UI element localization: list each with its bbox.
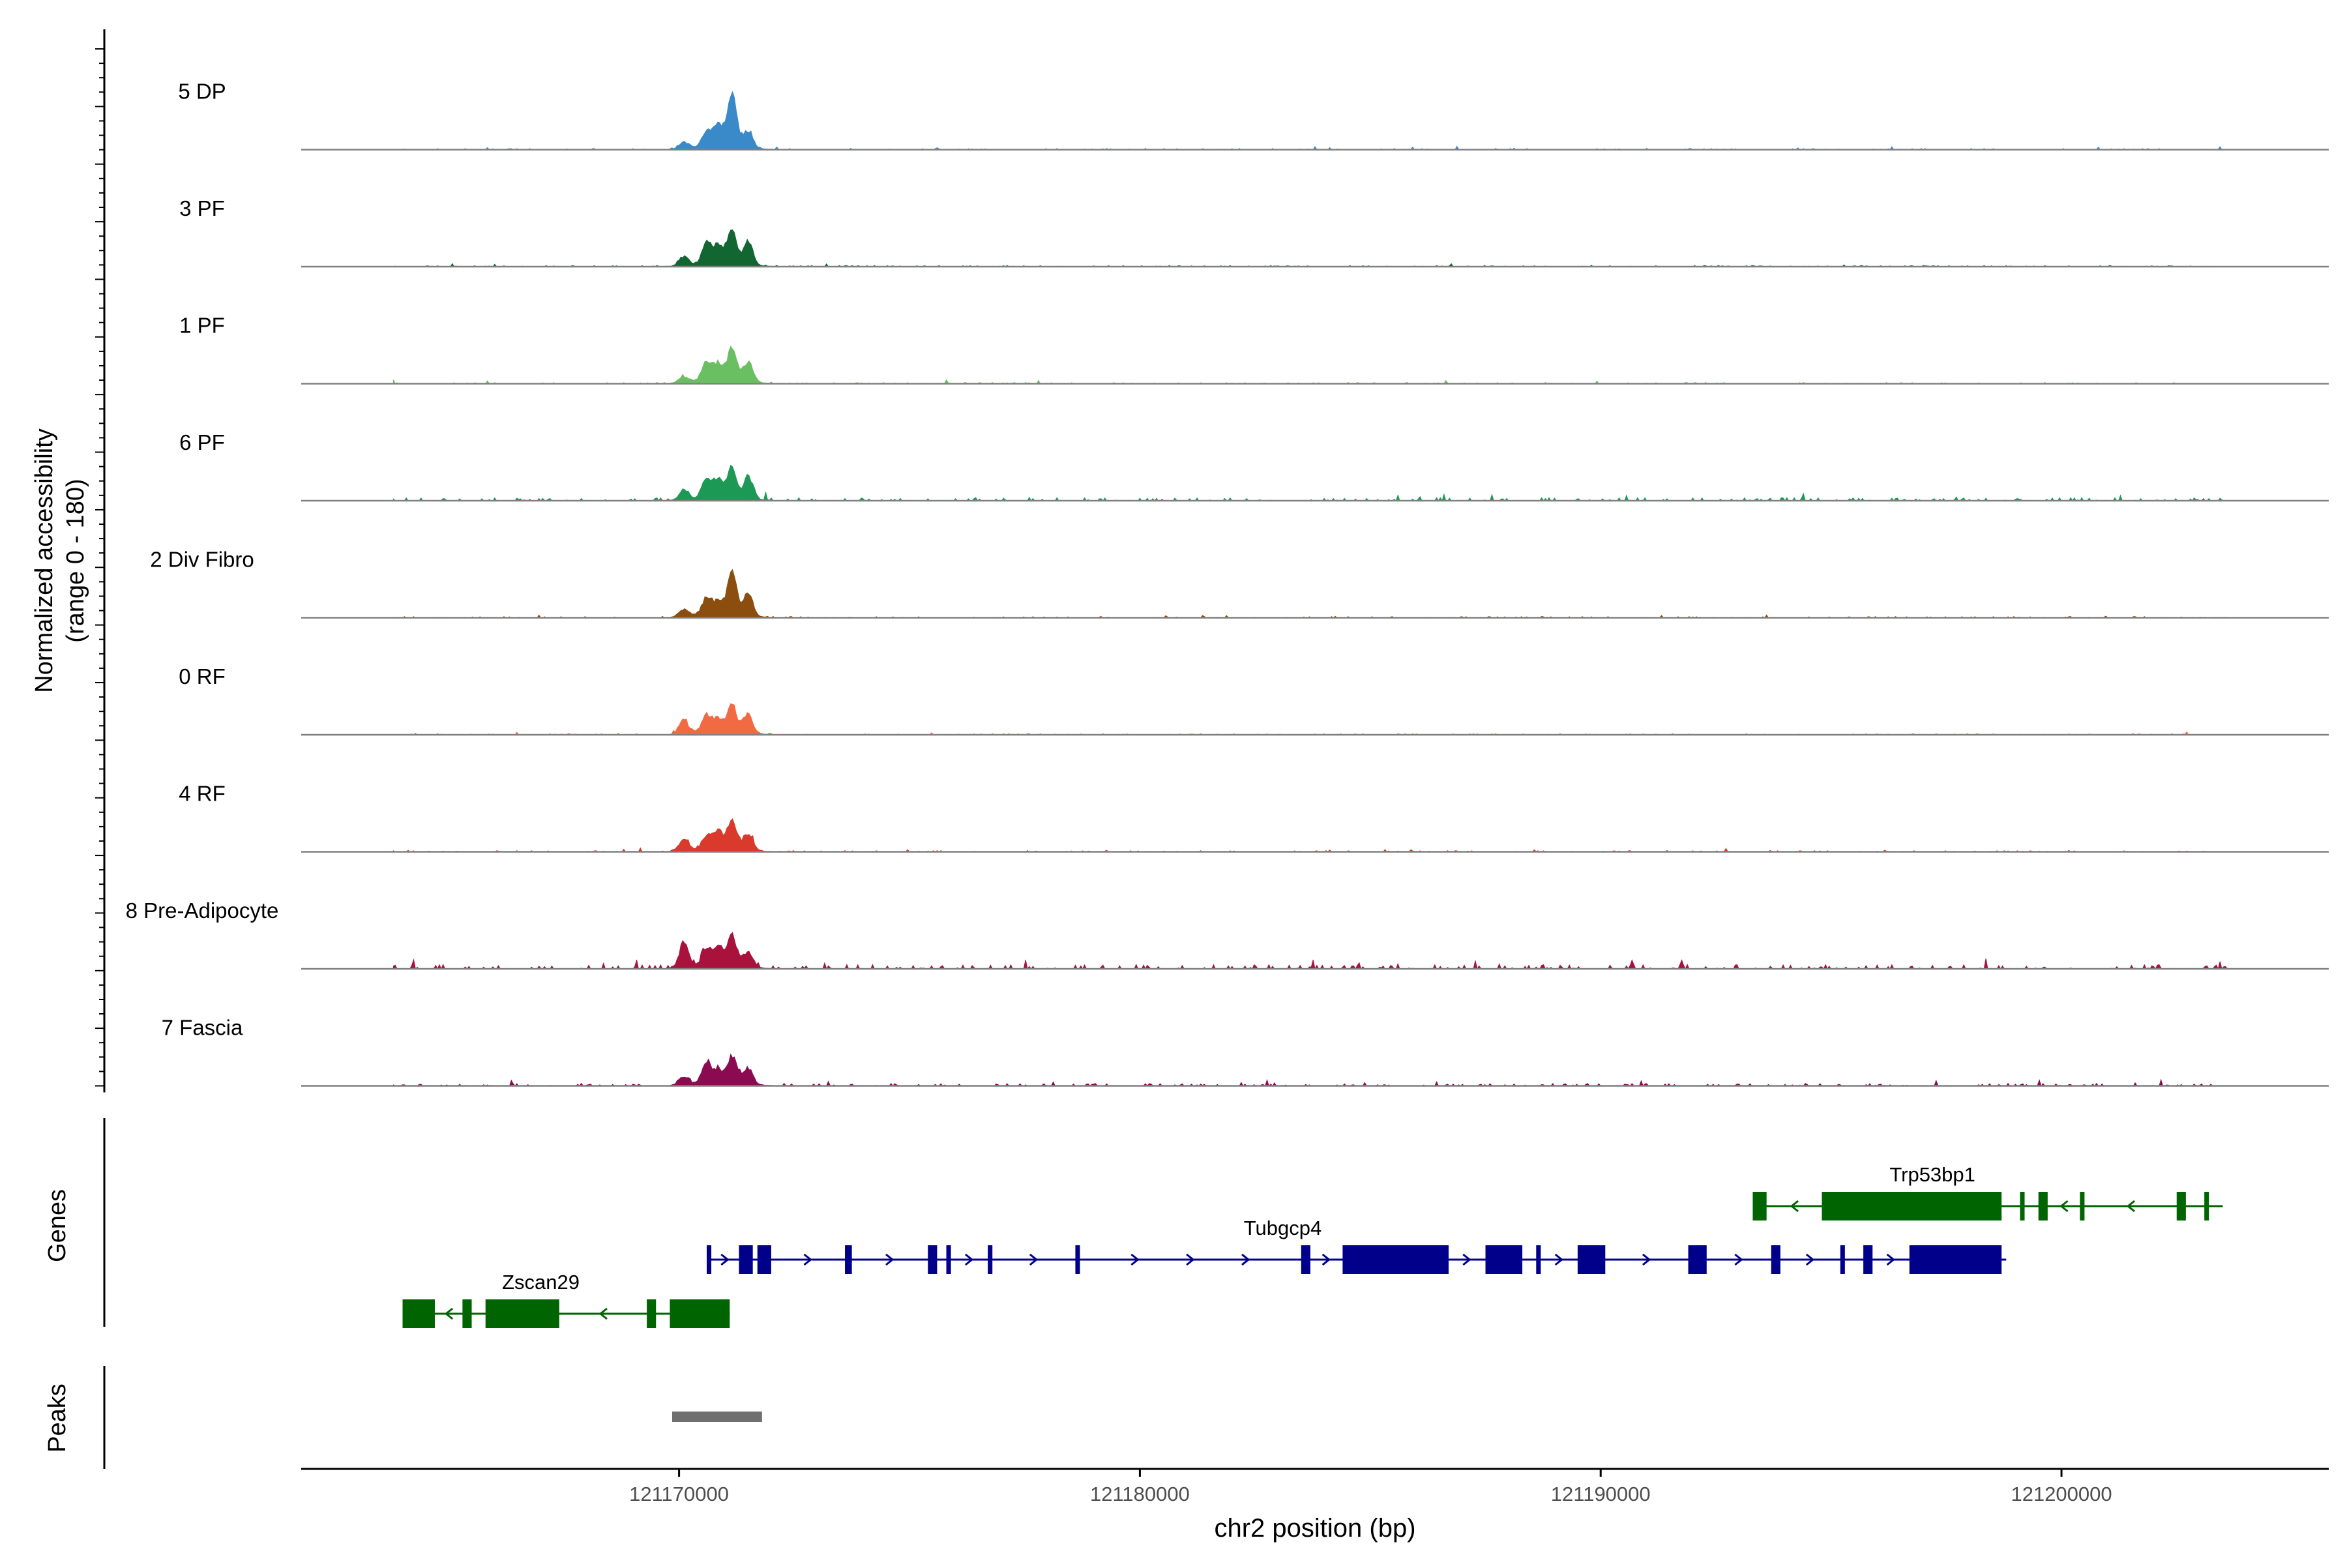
- strand-arrow: [1462, 1253, 1471, 1266]
- x-axis-tick-label: 121180000: [1090, 1483, 1190, 1505]
- strand-arrow: [1642, 1253, 1651, 1266]
- gene-exon: [2020, 1192, 2025, 1220]
- peak-region: [672, 1412, 762, 1422]
- strand-arrow: [1554, 1253, 1564, 1266]
- gene-exon: [845, 1245, 852, 1274]
- coverage-area: [392, 569, 2228, 619]
- x-axis-tick-label: 121200000: [2011, 1483, 2112, 1505]
- strand-arrow: [1130, 1253, 1140, 1266]
- strand-arrow: [1790, 1200, 1799, 1213]
- track-2-div-fibro: 2 Div Fibro: [150, 548, 2329, 619]
- gene-exon: [1577, 1245, 1606, 1274]
- coverage-area: [392, 229, 2228, 267]
- strand-arrow: [444, 1307, 454, 1320]
- gene-exon: [757, 1245, 771, 1274]
- gene-zscan29: Zscan29: [402, 1271, 730, 1328]
- gene-exon: [402, 1299, 435, 1328]
- track-label: 4 RF: [179, 782, 226, 806]
- track-label: 5 DP: [178, 80, 226, 104]
- gene-exon: [2038, 1192, 2048, 1220]
- x-axis-tick-label: 121170000: [629, 1483, 729, 1505]
- gene-label: Tubgcp4: [1244, 1217, 1322, 1239]
- track-label: 0 RF: [179, 664, 226, 688]
- peaks-label: Peaks: [44, 1383, 71, 1453]
- track-1-pf: 1 PF: [179, 314, 2329, 385]
- strand-arrow: [1321, 1253, 1331, 1266]
- gene-exon: [1688, 1245, 1707, 1274]
- coverage-area: [392, 703, 2228, 735]
- gene-exon: [1536, 1245, 1541, 1274]
- track-label: 1 PF: [179, 314, 225, 338]
- gene-exon: [1840, 1245, 1845, 1274]
- strand-arrow: [964, 1253, 974, 1266]
- coverage-area: [392, 464, 2228, 502]
- track-4-rf: 4 RF: [179, 782, 2329, 853]
- gene-label: Zscan29: [502, 1271, 580, 1294]
- strand-arrow: [1734, 1253, 1743, 1266]
- gene-exon: [1863, 1245, 1873, 1274]
- gene-tubgcp4: Tubgcp4: [707, 1217, 2007, 1274]
- coverage-area: [392, 932, 2228, 970]
- gene-exon: [2176, 1192, 2186, 1220]
- track-8-pre-adipocyte: 8 Pre-Adipocyte: [126, 898, 2329, 970]
- gene-exon: [928, 1245, 937, 1274]
- gene-exon: [739, 1245, 753, 1274]
- gene-exon: [2204, 1192, 2209, 1220]
- strand-arrow: [1805, 1253, 1815, 1266]
- gene-exon: [707, 1245, 712, 1274]
- strand-arrow: [2126, 1200, 2136, 1213]
- track-label: 8 Pre-Adipocyte: [126, 898, 279, 923]
- track-0-rf: 0 RF: [179, 664, 2329, 736]
- strand-arrow: [598, 1307, 608, 1320]
- gene-exon: [1771, 1245, 1780, 1274]
- gene-exon: [1909, 1245, 2002, 1274]
- gene-exon: [670, 1299, 730, 1328]
- strand-arrow: [1029, 1253, 1039, 1266]
- gene-exon: [1342, 1245, 1449, 1274]
- x-axis-tick-label: 121190000: [1551, 1483, 1651, 1505]
- track-label: 3 PF: [179, 196, 225, 220]
- y-axis-label-line1: Normalized accessibility: [31, 428, 58, 692]
- genes-label: Genes: [44, 1189, 71, 1262]
- gene-exon: [1301, 1245, 1310, 1274]
- gene-exon: [946, 1245, 951, 1274]
- gene-trp53bp1: Trp53bp1: [1752, 1163, 2223, 1220]
- gene-exon: [1075, 1245, 1080, 1274]
- coverage-area: [392, 91, 2228, 151]
- gene-exon: [647, 1299, 657, 1328]
- strand-arrow: [885, 1253, 894, 1266]
- strand-arrow: [720, 1253, 730, 1266]
- track-6-pf: 6 PF: [179, 430, 2329, 502]
- strand-arrow: [1886, 1253, 1895, 1266]
- strand-arrow: [1241, 1253, 1250, 1266]
- track-label: 7 Fascia: [162, 1016, 243, 1040]
- gene-exon: [1485, 1245, 1523, 1274]
- coverage-area: [392, 818, 2228, 853]
- track-7-fascia: 7 Fascia: [162, 1016, 2329, 1087]
- gene-exon: [988, 1245, 993, 1274]
- strand-arrow: [1186, 1253, 1195, 1266]
- gene-exon: [1822, 1192, 2002, 1220]
- x-axis-label: chr2 position (bp): [1214, 1514, 1415, 1543]
- gene-exon: [485, 1299, 559, 1328]
- track-3-pf: 3 PF: [179, 196, 2329, 268]
- strand-arrow: [2059, 1200, 2069, 1213]
- gene-exon: [1752, 1192, 1767, 1220]
- gene-exon: [462, 1299, 472, 1328]
- track-label: 2 Div Fibro: [150, 548, 254, 572]
- coverage-area: [392, 1053, 2228, 1087]
- track-5-dp: 5 DP: [178, 80, 2329, 151]
- gene-label: Trp53bp1: [1889, 1163, 1975, 1186]
- strand-arrow: [803, 1253, 812, 1266]
- track-label: 6 PF: [179, 430, 225, 454]
- gene-exon: [2080, 1192, 2085, 1220]
- y-axis-label-line2: (range 0 - 180): [62, 479, 89, 642]
- coverage-area: [392, 345, 2228, 385]
